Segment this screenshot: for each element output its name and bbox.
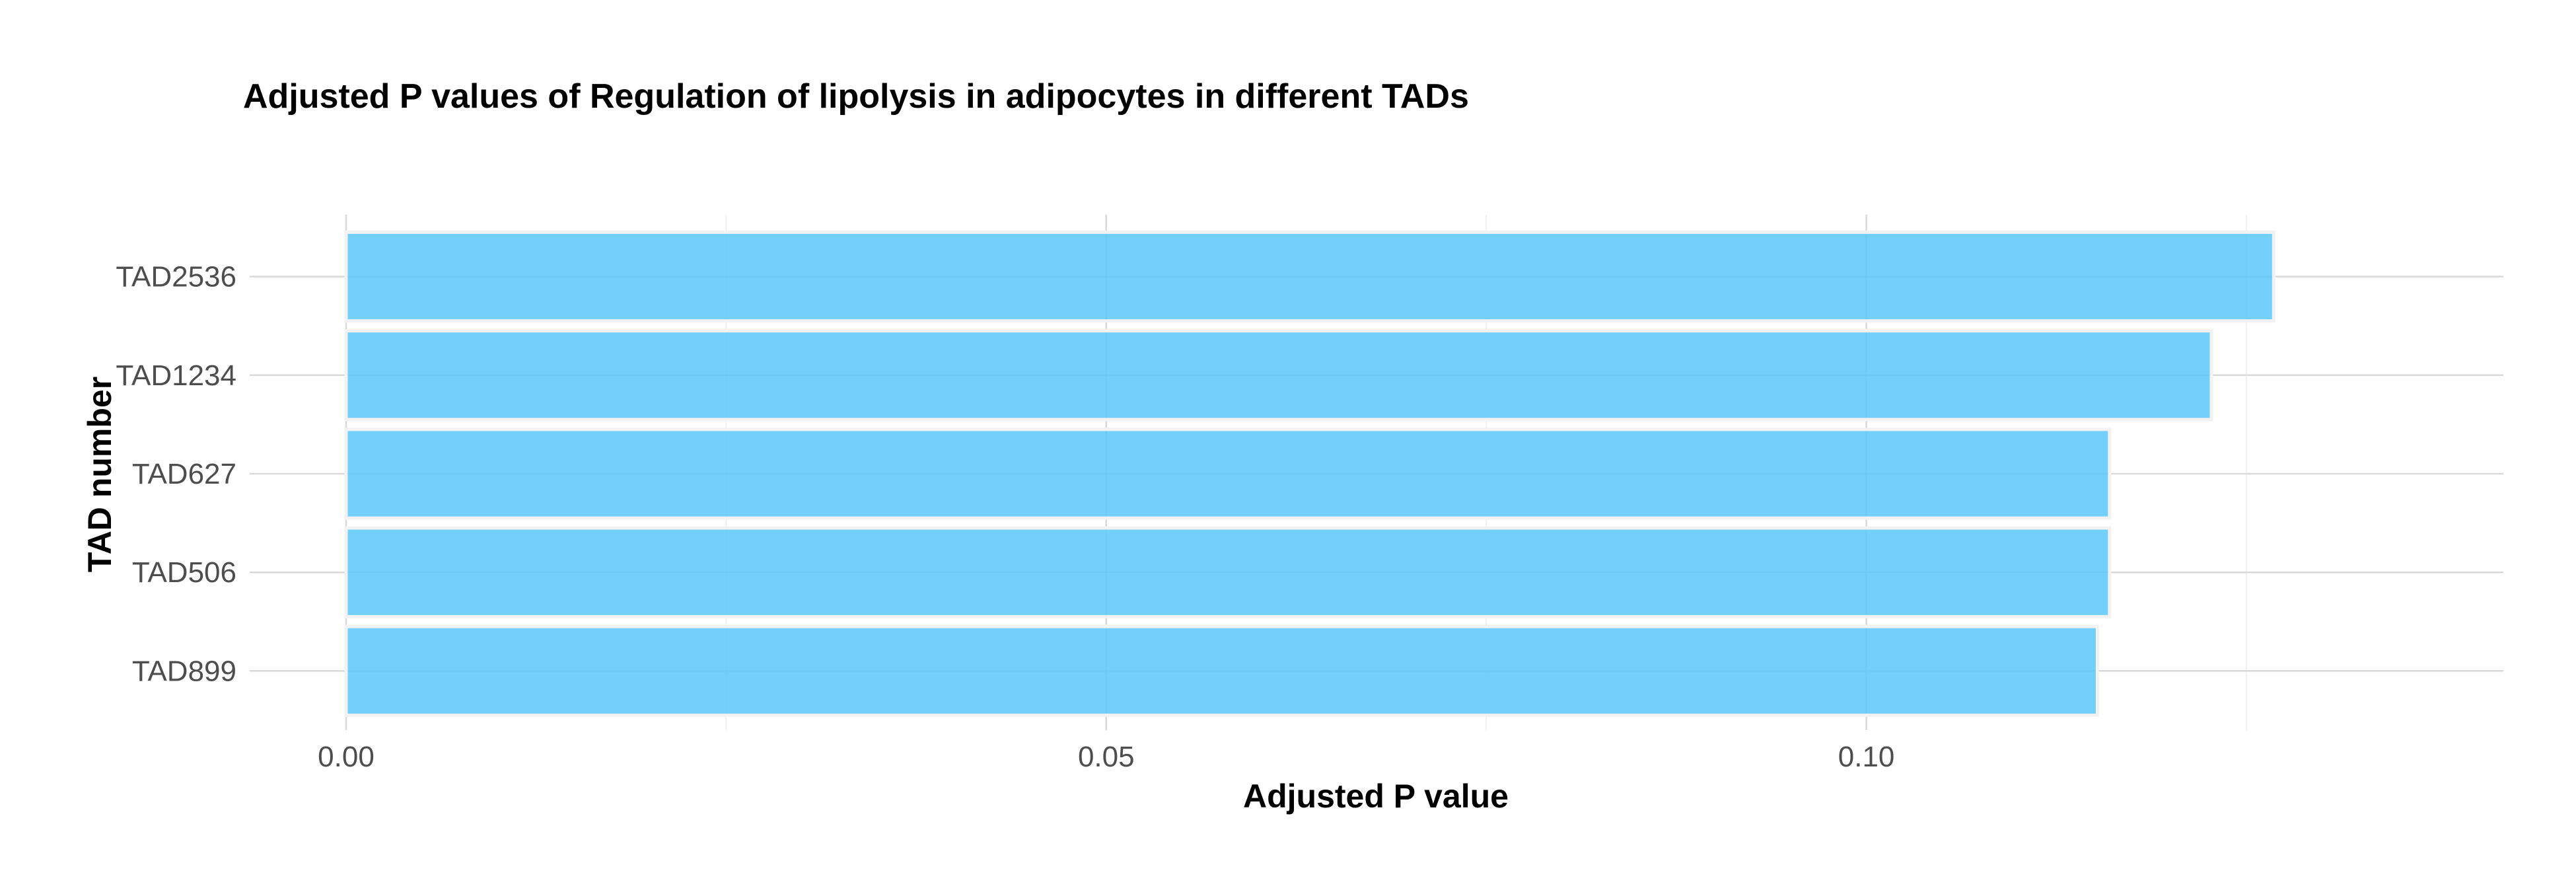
y-tick-label: TAD2536: [116, 261, 236, 293]
y-axis-title: TAD number: [81, 377, 118, 572]
bar-tad1234: [344, 329, 2213, 422]
bar-tad899: [344, 624, 2099, 718]
x-tick-label: 0.00: [318, 741, 375, 773]
y-tick-label: TAD506: [132, 556, 236, 589]
bar-tad627: [344, 427, 2112, 520]
bar-tad506: [344, 526, 2112, 618]
x-axis-title: Adjusted P value: [1243, 778, 1509, 815]
bars: [344, 230, 2275, 718]
x-tick-label: 0.10: [1838, 741, 1895, 773]
y-tick-label: TAD899: [132, 655, 236, 687]
x-tick-labels: 0.00 0.05 0.10: [318, 741, 1894, 773]
y-tick-label: TAD627: [132, 458, 236, 490]
bar-tad2536: [344, 230, 2275, 323]
y-tick-labels: TAD2536 TAD1234 TAD627 TAD506 TAD899: [116, 261, 236, 688]
x-tick-label: 0.05: [1078, 741, 1135, 773]
chart-title: Adjusted P values of Regulation of lipol…: [243, 77, 1469, 116]
y-tick-label: TAD1234: [116, 359, 236, 392]
